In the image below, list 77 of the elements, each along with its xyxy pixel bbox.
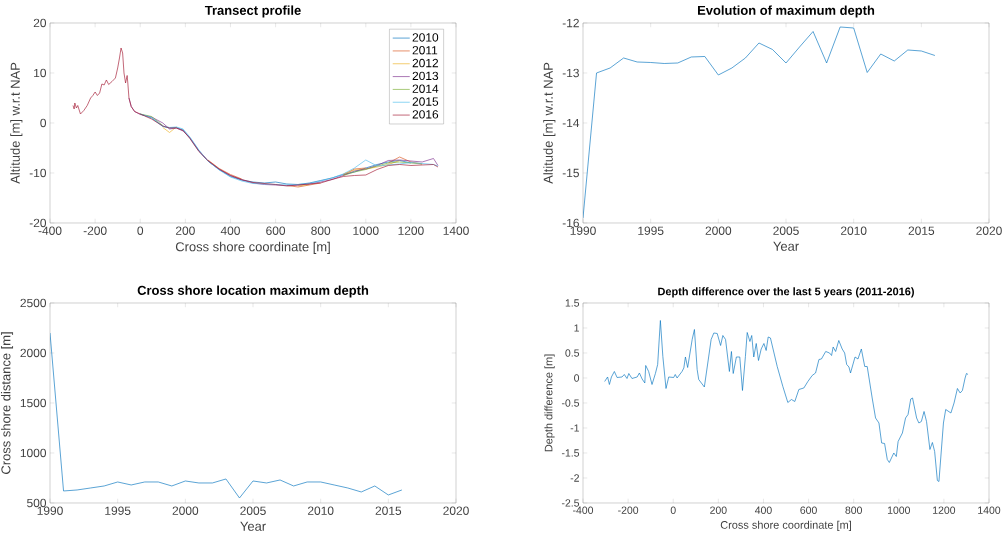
x-tick-label: 1200 — [933, 506, 956, 514]
x-axis-title: Year — [240, 521, 266, 531]
x-tick-label: 1995 — [105, 506, 131, 515]
x-tick-label: 800 — [311, 226, 331, 235]
y-tick-label: -2.5 — [561, 499, 580, 507]
y-tick-label: -12 — [562, 18, 579, 28]
x-tick-label: 800 — [845, 506, 862, 514]
legend-label: 2014 — [412, 84, 439, 93]
y-tick-label: -15 — [562, 168, 579, 178]
legend-label: 2010 — [412, 33, 439, 42]
y-tick-label: -14 — [562, 118, 580, 128]
x-tick-label: 600 — [800, 506, 817, 514]
y-tick-label: 1 — [574, 324, 579, 332]
y-tick-label: -2 — [570, 474, 579, 482]
x-tick-label: 0 — [670, 506, 676, 514]
x-tick-label: 2020 — [443, 506, 469, 515]
legend-label: 2016 — [412, 110, 439, 119]
legend-label: 2013 — [412, 71, 439, 81]
x-tick-label: -400 — [38, 226, 62, 235]
y-tick-label: 500 — [27, 498, 47, 508]
legend-label: 2011 — [412, 46, 438, 55]
chart-title: Evolution of maximum depth — [698, 5, 875, 18]
x-tick-label: 0 — [137, 226, 144, 235]
x-tick-label: 2020 — [976, 226, 1002, 235]
y-tick-label: 20 — [33, 18, 47, 28]
y-tick-label: -1 — [570, 424, 579, 432]
chart-title: Transect profile — [204, 5, 301, 18]
x-tick-label: 2005 — [240, 506, 266, 515]
x-tick-label: 400 — [754, 506, 772, 514]
x-tick-label: 1000 — [353, 226, 379, 235]
y-tick-label: 1000 — [20, 448, 47, 458]
y-tick-label: -13 — [562, 68, 579, 78]
x-tick-label: 2005 — [773, 226, 799, 235]
x-axis-title: Cross shore coordinate [m] — [175, 241, 330, 254]
x-tick-label: 200 — [710, 506, 727, 514]
y-tick-label: -20 — [29, 218, 47, 228]
x-tick-label: 2010 — [307, 506, 334, 515]
chart-title: Cross shore location maximum depth — [137, 285, 369, 298]
x-tick-label: 600 — [266, 226, 286, 235]
y-tick-label: 0 — [574, 374, 580, 382]
x-axis-title: Cross shore coordinate [m] — [720, 520, 851, 531]
y-tick-label: 2000 — [20, 348, 47, 358]
y-tick-label: 1.5 — [565, 299, 580, 307]
y-tick-label: 0.5 — [565, 349, 580, 357]
x-tick-label: 1995 — [638, 226, 664, 235]
x-axis-title: Year — [773, 241, 799, 251]
y-tick-label: 10 — [34, 68, 47, 78]
y-axis-title: Altitude [m] w.r.t NAP — [543, 62, 556, 184]
y-tick-label: 0 — [40, 118, 47, 128]
y-tick-label: 2500 — [20, 298, 47, 308]
y-axis-title: Cross shore distance [m] — [0, 332, 14, 474]
y-axis-title: Altitude [m] w.r.t NAP — [10, 62, 23, 184]
x-tick-label: -200 — [618, 506, 639, 514]
x-tick-label: 2000 — [172, 506, 199, 515]
y-tick-label: -0.5 — [561, 399, 580, 407]
y-tick-label: 1500 — [20, 398, 47, 408]
x-tick-label: 1990 — [37, 506, 63, 515]
x-tick-label: -200 — [83, 226, 107, 235]
x-tick-label: 1990 — [570, 226, 596, 235]
x-tick-label: 2000 — [705, 226, 732, 235]
x-tick-label: 2010 — [840, 226, 867, 235]
x-tick-label: 1200 — [398, 226, 424, 235]
y-axis-title: Depth difference [m] — [544, 354, 555, 452]
chart-title: Depth difference over the last 5 years (2011-2016) — [658, 287, 914, 298]
y-tick-label: -1.5 — [561, 449, 580, 457]
x-tick-label: 2015 — [908, 226, 935, 235]
x-tick-label: 1400 — [443, 226, 469, 235]
x-tick-label: 1000 — [887, 506, 911, 514]
x-tick-label: -400 — [573, 506, 594, 514]
y-tick-label: -10 — [29, 168, 47, 178]
x-tick-label: 200 — [175, 226, 195, 235]
legend-label: 2012 — [412, 58, 439, 68]
x-tick-label: 400 — [220, 226, 240, 235]
legend-label: 2015 — [412, 97, 439, 106]
x-tick-label: 1400 — [978, 506, 1001, 514]
x-tick-label: 2015 — [375, 506, 402, 515]
y-tick-label: -16 — [562, 218, 579, 228]
